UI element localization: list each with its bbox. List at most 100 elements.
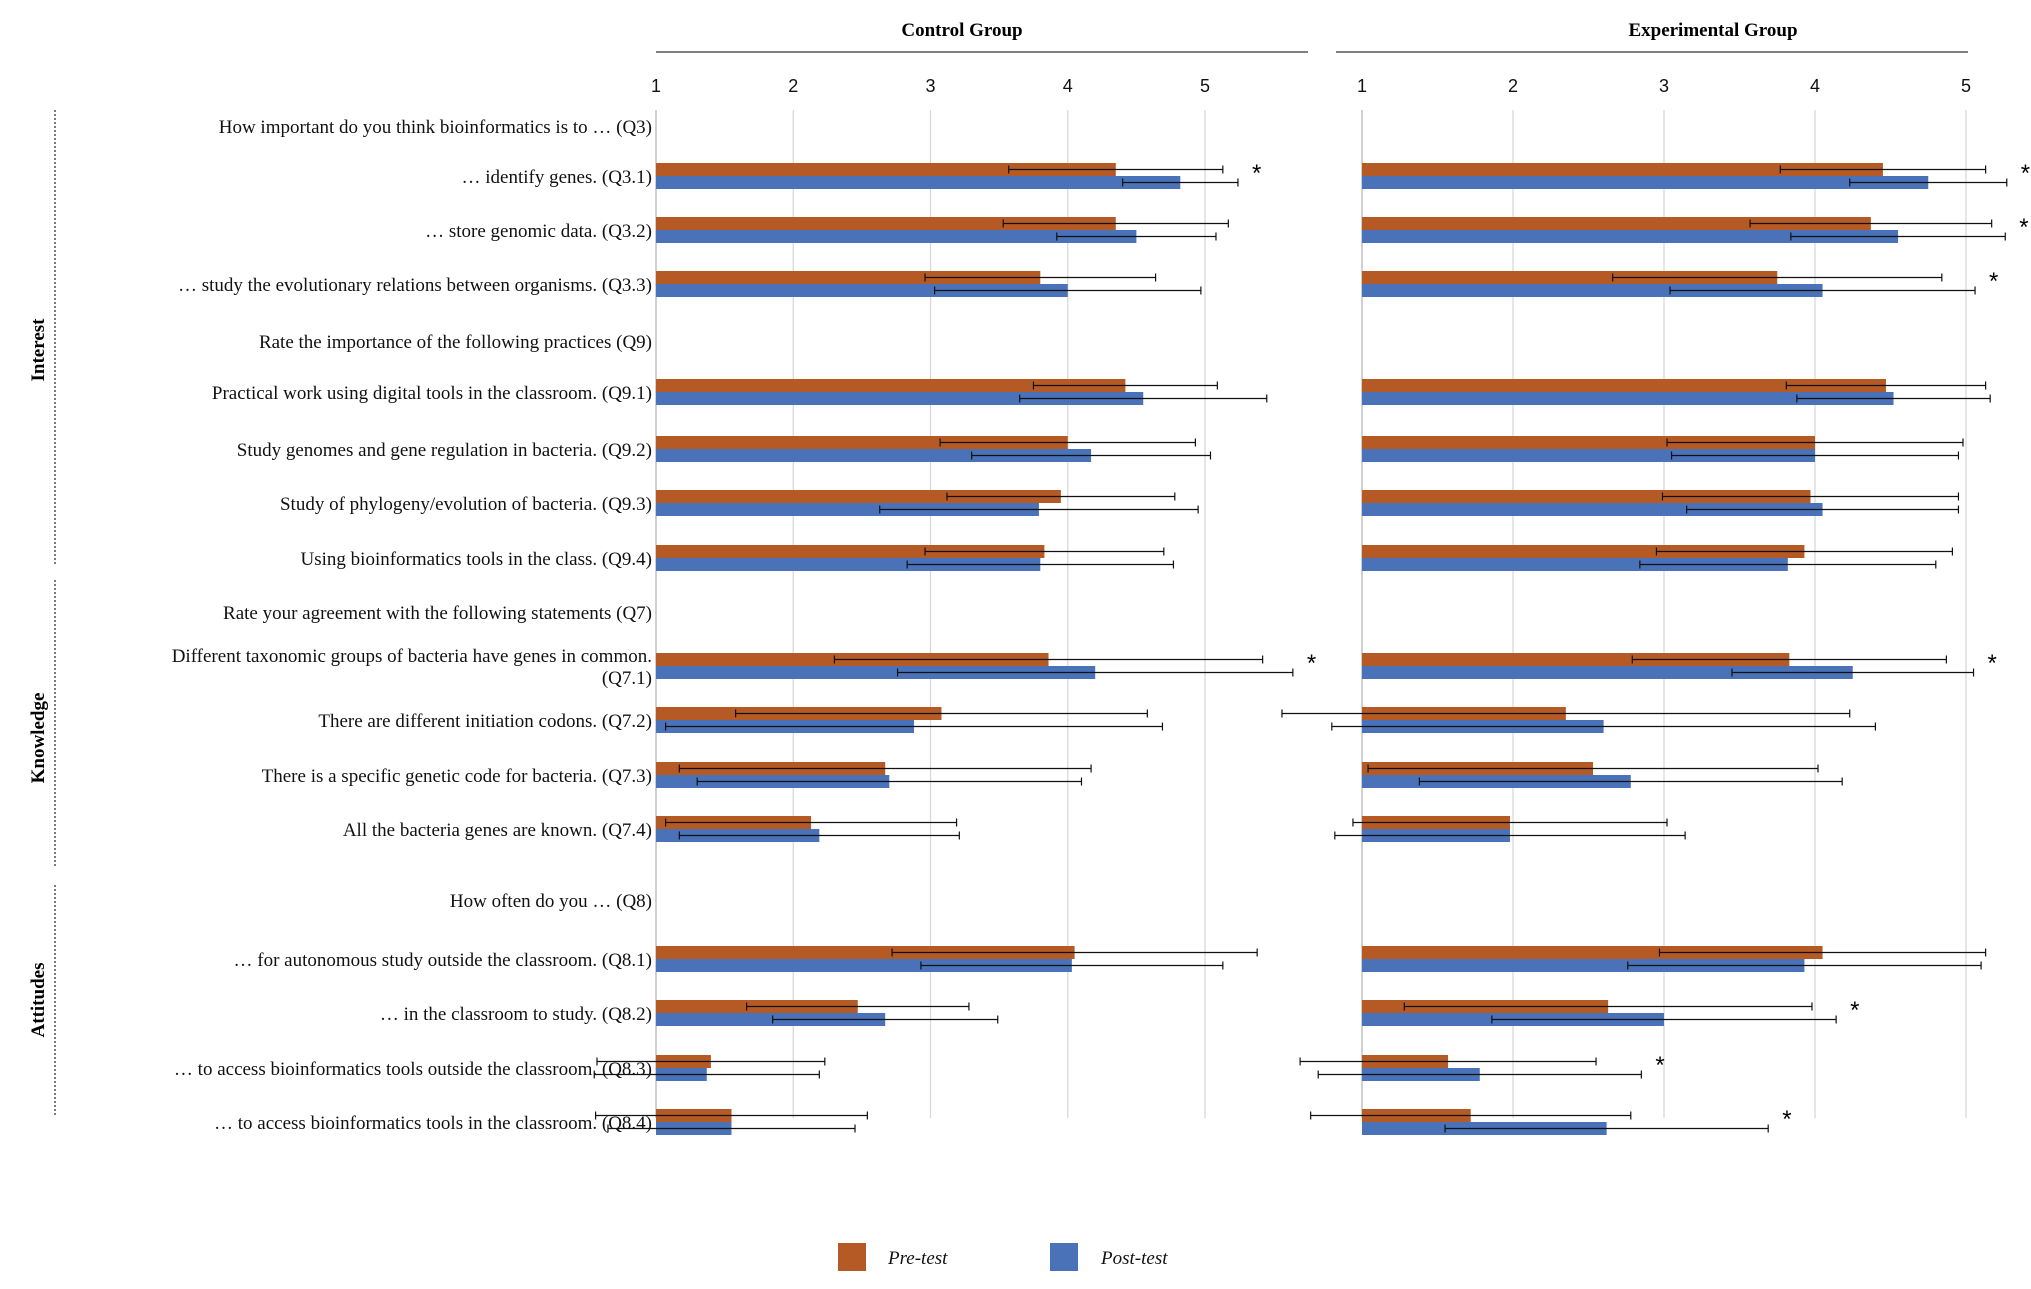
category-label-interest: Interest	[28, 318, 49, 382]
bar-post-control-row-2	[656, 230, 1137, 243]
significance-marker-experimental-row-10: *	[1988, 650, 1997, 677]
bar-pre-experimental-row-1	[1362, 163, 1883, 176]
legend-label-pre: Pre-test	[887, 1248, 948, 1269]
bar-pre-control-row-2	[656, 217, 1116, 230]
error-bar-post-control-row-17	[593, 1070, 820, 1079]
error-bar-pre-experimental-row-1	[1779, 165, 1987, 174]
bar-post-control-row-15	[656, 959, 1072, 972]
error-bar-pre-experimental-row-13	[1352, 818, 1668, 827]
bar-pre-experimental-row-6	[1362, 436, 1815, 449]
error-bar-post-control-row-16	[772, 1015, 999, 1024]
bar-pre-control-row-15	[656, 946, 1075, 959]
row-label: … for autonomous study outside the class…	[234, 950, 652, 971]
bar-pre-experimental-row-5	[1362, 379, 1886, 392]
bar-post-control-row-10	[656, 666, 1096, 679]
bar-post-control-row-7	[656, 503, 1039, 516]
bar-post-experimental-row-5	[1362, 392, 1894, 405]
bar-post-experimental-row-7	[1362, 503, 1823, 516]
error-bar-pre-control-row-13	[665, 818, 958, 827]
x-tick-label-control-2: 2	[788, 76, 798, 96]
significance-marker-control-row-10: *	[1307, 650, 1316, 677]
bar-post-experimental-row-8	[1362, 558, 1788, 571]
x-tick-label-experimental-4: 4	[1810, 76, 1820, 96]
bar-post-experimental-row-15	[1362, 959, 1805, 972]
row-label: … study the evolutionary relations betwe…	[178, 275, 652, 296]
error-bar-post-experimental-row-7	[1686, 505, 1960, 514]
row-label: Using bioinformatics tools in the class.…	[301, 549, 652, 570]
legend-item-post: Post-test	[1050, 1243, 1168, 1271]
significance-marker-experimental-row-17: *	[1655, 1052, 1664, 1079]
error-bar-post-control-row-5	[1019, 394, 1268, 403]
error-bar-post-experimental-row-6	[1670, 451, 1960, 460]
row-label: … identify genes. (Q3.1)	[462, 167, 652, 188]
bar-post-experimental-row-1	[1362, 176, 1929, 189]
error-bar-post-experimental-row-11	[1331, 722, 1877, 731]
row-label: … to access bioinformatics tools in the …	[214, 1113, 652, 1134]
bar-post-control-row-1	[656, 176, 1181, 189]
significance-marker-experimental-row-16: *	[1850, 997, 1859, 1024]
row-label: Study genomes and gene regulation in bac…	[237, 440, 652, 461]
panel-headers-layer: Control Group 1 2 3 4 5 Experimental Group 1 2 3 4…	[651, 20, 1971, 96]
bar-pre-experimental-row-7	[1362, 490, 1811, 503]
bar-pre-control-row-8	[656, 545, 1045, 558]
question-header-label: Rate the importance of the following pra…	[259, 332, 652, 353]
error-bar-post-control-row-11	[665, 722, 1164, 731]
row-label: Practical work using digital tools in th…	[212, 383, 652, 404]
error-bar-pre-control-row-7	[946, 492, 1176, 501]
error-bar-pre-control-row-16	[745, 1002, 970, 1011]
error-bar-post-experimental-row-18	[1444, 1124, 1769, 1133]
error-bar-post-experimental-row-16	[1491, 1015, 1837, 1024]
error-bar-post-experimental-row-13	[1334, 831, 1686, 840]
bar-pre-control-row-1	[656, 163, 1116, 176]
bar-pre-control-row-7	[656, 490, 1061, 503]
bar-post-control-row-5	[656, 392, 1144, 405]
error-bar-post-experimental-row-15	[1627, 961, 1982, 970]
bar-pre-experimental-row-10	[1362, 653, 1790, 666]
error-bar-pre-experimental-row-15	[1658, 948, 1987, 957]
error-bar-pre-control-row-10	[833, 655, 1264, 664]
row-labels-layer: How important do you think bioinformatic…	[172, 117, 652, 1134]
error-bar-post-control-row-1	[1122, 178, 1239, 187]
error-bar-post-control-row-18	[607, 1124, 856, 1133]
legend-swatch-post	[1050, 1243, 1078, 1271]
error-bar-pre-experimental-row-10	[1631, 655, 1947, 664]
significance-marker-experimental-row-18: *	[1782, 1106, 1791, 1133]
error-bar-post-control-row-7	[879, 505, 1199, 514]
bar-post-experimental-row-2	[1362, 230, 1899, 243]
x-tick-label-experimental-5: 5	[1961, 76, 1971, 96]
error-bar-pre-experimental-row-8	[1655, 547, 1954, 556]
error-bar-post-control-row-13	[678, 831, 960, 840]
error-bar-pre-control-row-12	[678, 764, 1092, 773]
bar-post-control-row-3	[656, 284, 1068, 297]
error-bar-pre-experimental-row-6	[1666, 438, 1964, 447]
error-bar-post-experimental-row-10	[1731, 668, 1975, 677]
legend-label-post: Post-test	[1100, 1248, 1168, 1269]
row-label: Different taxonomic groups of bacteria h…	[172, 646, 652, 689]
error-bar-pre-control-row-18	[595, 1111, 868, 1120]
error-bar-pre-experimental-row-18	[1310, 1111, 1632, 1120]
panel-title-control: Control Group	[901, 20, 1022, 41]
x-tick-label-control-1: 1	[651, 76, 661, 96]
row-label: Study of phylogeny/evolution of bacteria…	[280, 494, 652, 515]
legend: Pre-test Post-test	[838, 1243, 1168, 1271]
bar-pre-control-row-6	[656, 436, 1068, 449]
bar-post-experimental-row-10	[1362, 666, 1853, 679]
error-bar-post-control-row-3	[934, 286, 1202, 295]
error-bar-post-experimental-row-5	[1796, 394, 1991, 403]
error-bars-layer	[593, 165, 2008, 1133]
error-bar-pre-experimental-row-2	[1749, 219, 1993, 228]
bar-post-control-row-16	[656, 1013, 886, 1026]
error-bar-pre-control-row-3	[924, 273, 1157, 282]
x-tick-label-control-3: 3	[925, 76, 935, 96]
error-bar-pre-experimental-row-12	[1367, 764, 1819, 773]
error-bar-post-experimental-row-3	[1669, 286, 1976, 295]
x-tick-label-experimental-2: 2	[1508, 76, 1518, 96]
x-tick-label-control-5: 5	[1200, 76, 1210, 96]
error-bar-pre-experimental-row-11	[1281, 709, 1851, 718]
error-bar-post-control-row-12	[696, 777, 1083, 786]
row-label: All the bacteria genes are known. (Q7.4)	[343, 820, 652, 841]
bar-pre-experimental-row-2	[1362, 217, 1871, 230]
error-bar-pre-experimental-row-7	[1661, 492, 1960, 501]
error-bar-pre-control-row-1	[1008, 165, 1224, 174]
